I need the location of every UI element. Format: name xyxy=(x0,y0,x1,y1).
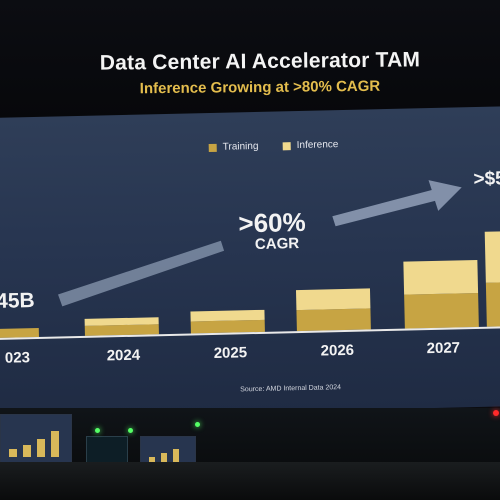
chart-screen: Training Inference 023 2024 2025 2026 20… xyxy=(0,105,500,418)
start-value-label: 45B xyxy=(0,289,35,313)
growth-arrow-left xyxy=(58,240,225,307)
bar-inference-2026 xyxy=(295,288,371,311)
audience-silhouettes xyxy=(0,462,500,500)
mini-bar xyxy=(9,449,17,457)
x-tick-label-2026: 2026 xyxy=(320,341,355,360)
bar-inference-2028 xyxy=(484,230,500,284)
mini-bar xyxy=(51,431,59,457)
stage-light-red xyxy=(493,410,499,416)
mini-bar xyxy=(173,449,179,465)
stage-light xyxy=(95,428,100,433)
growth-arrow-right xyxy=(332,180,462,227)
mini-bar xyxy=(23,445,31,457)
bar-inference-2027 xyxy=(403,259,479,295)
side-monitor-left xyxy=(0,414,72,468)
mini-bar xyxy=(37,439,45,457)
bar-training-2027 xyxy=(404,292,479,329)
x-tick-label-2023: 023 xyxy=(4,349,31,367)
growth-arrows xyxy=(58,180,462,307)
x-tick-label-2025: 2025 xyxy=(213,344,248,362)
bar-training-2026 xyxy=(296,308,371,332)
bar-inference-2025 xyxy=(190,309,265,322)
x-tick-label-2027: 2027 xyxy=(426,339,461,358)
dark-stage-top xyxy=(0,0,500,120)
mini-bar xyxy=(161,453,167,465)
end-value-label: >$5 xyxy=(473,168,500,191)
stage-light xyxy=(128,428,133,433)
stage-light xyxy=(195,422,200,427)
stage-floor xyxy=(0,408,500,500)
mini-bar xyxy=(149,457,155,465)
x-tick-label-2024: 2024 xyxy=(106,346,141,365)
bar-training-2028 xyxy=(485,281,500,327)
cagr-word-label: CAGR xyxy=(254,235,300,254)
